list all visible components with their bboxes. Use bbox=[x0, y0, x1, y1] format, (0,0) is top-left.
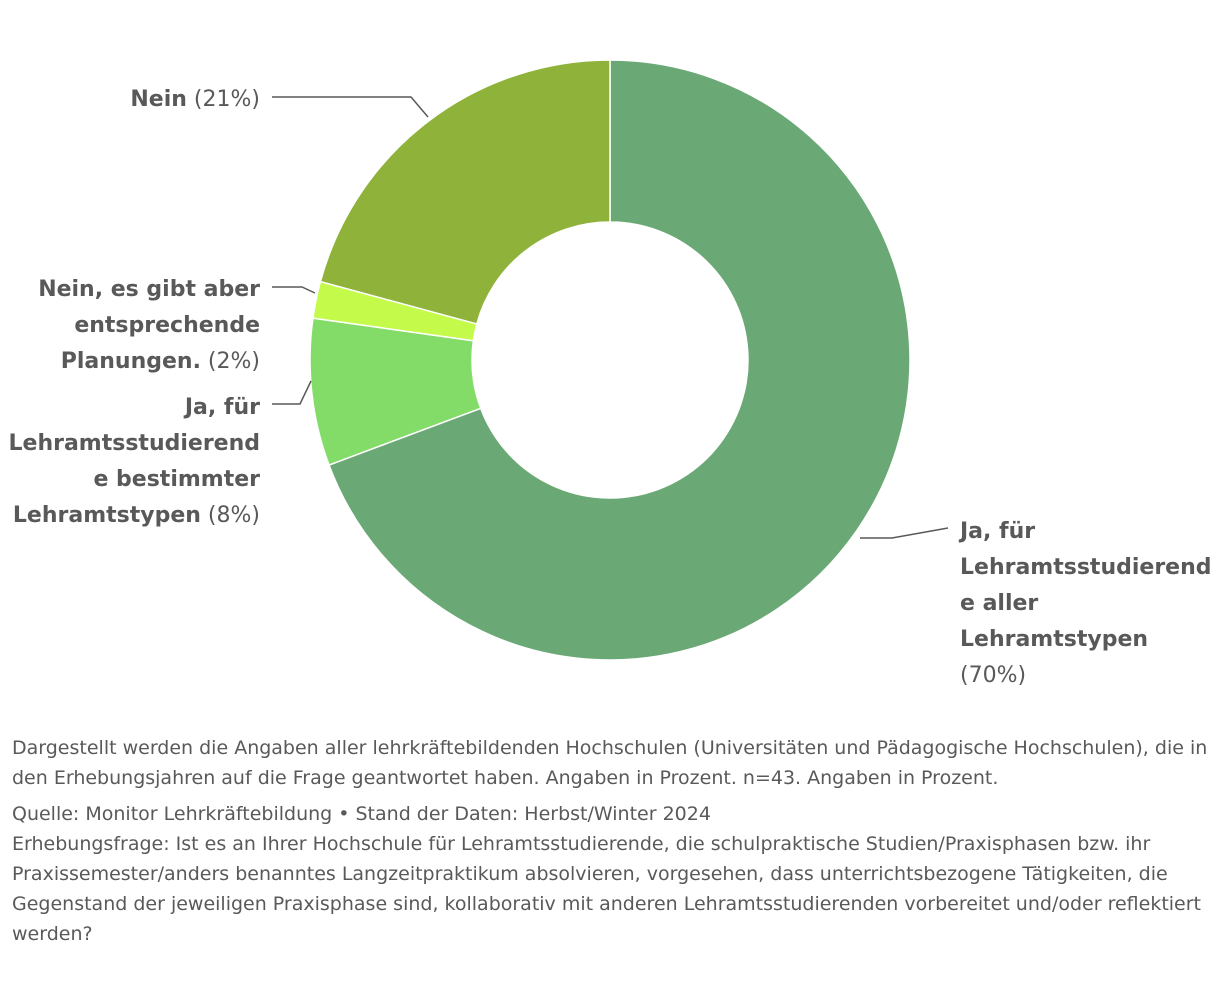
chart-notes: Dargestellt werden die Angaben aller leh… bbox=[12, 733, 1208, 949]
slice-ja-fur-lehramtsstudierende-aller-lehramt bbox=[328, 59, 911, 661]
chart-source: Quelle: Monitor Lehrkräftebildung • Stan… bbox=[12, 803, 711, 825]
leader-line-ja-fur-lehramtsstudierende-bestimmter-le bbox=[272, 380, 312, 405]
label-ja-fur-lehramtsstudierende-bestimmter-le: Ja, für Lehramtsstudierend e bestimmter Leh… bbox=[9, 395, 261, 528]
label-nein: Nein (21%) bbox=[130, 87, 260, 112]
survey-question: Erhebungsfrage: Ist es an Ihrer Hochschu… bbox=[12, 833, 1202, 945]
value-label: (2%) bbox=[201, 349, 260, 374]
leader-line-nein bbox=[272, 96, 429, 118]
label-ja-fur-lehramtsstudierende-aller-lehramt: Ja, für Lehramtsstudierend e aller Lehramts… bbox=[958, 519, 1212, 688]
chart-description: Dargestellt werden die Angaben aller leh… bbox=[12, 737, 1208, 789]
leader-line-nein-es-gibt-aber-entsprechende-planunge bbox=[272, 286, 316, 294]
value-label: (21%) bbox=[187, 87, 260, 112]
value-label: (8%) bbox=[201, 503, 260, 528]
value-label: (70%) bbox=[960, 663, 1026, 688]
leader-lines bbox=[272, 96, 949, 539]
slice-nein bbox=[319, 59, 611, 325]
leader-line-ja-fur-lehramtsstudierende-aller-lehramt bbox=[860, 527, 949, 539]
donut-chart: Ja, für Lehramtsstudierend e aller Lehramts… bbox=[9, 59, 1212, 688]
label-nein-es-gibt-aber-entsprechende-planunge: Nein, es gibt aber entsprechende Planungen… bbox=[38, 277, 260, 374]
donut-slices bbox=[309, 59, 911, 661]
slice-labels: Ja, für Lehramtsstudierend e aller Lehramts… bbox=[9, 87, 1212, 688]
